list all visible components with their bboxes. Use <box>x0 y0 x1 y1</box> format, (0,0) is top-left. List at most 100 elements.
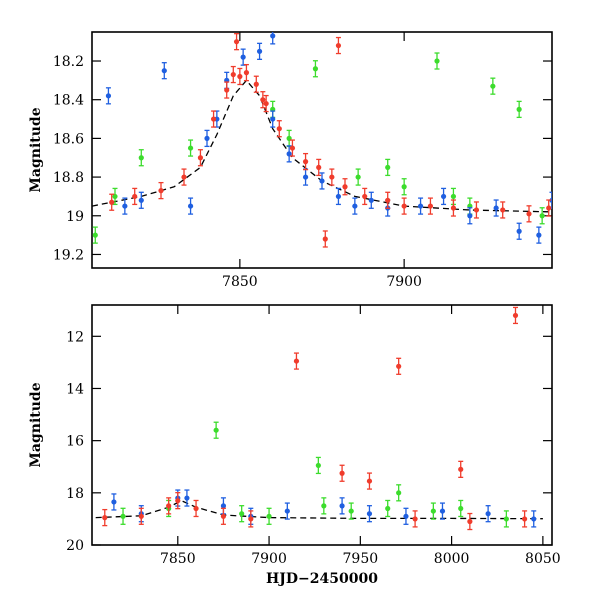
red-data-point <box>427 197 434 215</box>
green-data-point <box>239 505 245 523</box>
blue-data-point <box>319 172 325 190</box>
blue-data-point <box>366 505 373 523</box>
blue-data-point <box>286 145 292 163</box>
blue-data-point <box>270 32 276 45</box>
red-data-point <box>138 507 144 525</box>
red-data-point <box>522 510 528 528</box>
green-data-point <box>490 77 496 95</box>
red-data-point <box>335 36 342 55</box>
green-data-point <box>385 158 391 177</box>
blue-data-point <box>467 207 473 225</box>
red-data-point <box>253 75 259 93</box>
blue-data-point <box>161 62 167 80</box>
blue-data-point <box>240 48 246 66</box>
red-data-point <box>473 201 480 219</box>
blue-data-point <box>122 197 128 215</box>
red-data-point <box>293 352 300 370</box>
data-layer <box>92 32 552 248</box>
blue-data-point <box>284 502 290 520</box>
green-data-point <box>266 507 272 525</box>
red-data-point <box>450 199 457 217</box>
blue-data-point <box>187 197 194 215</box>
blue-data-point <box>335 187 342 206</box>
green-data-point <box>430 502 436 520</box>
blue-data-point <box>439 502 446 520</box>
red-data-point <box>263 94 269 113</box>
green-data-point <box>92 226 98 244</box>
y-tick-label: 14 <box>66 381 84 397</box>
x-tick-label: 7900 <box>251 551 287 567</box>
red-data-point <box>166 497 172 515</box>
red-data-point <box>385 191 391 209</box>
red-data-point <box>248 510 254 528</box>
x-axis-label: HJD−2450000 <box>266 571 378 587</box>
plot-frame <box>91 304 553 546</box>
red-data-point <box>109 193 115 211</box>
blue-data-point <box>111 493 117 511</box>
y-tick-label: 20 <box>66 538 84 554</box>
green-data-point <box>312 60 319 78</box>
y-tick-label: 18.8 <box>53 170 84 186</box>
blue-data-point <box>440 187 447 206</box>
blue-data-point <box>352 197 358 215</box>
blue-data-point <box>138 191 144 209</box>
green-data-point <box>396 484 402 502</box>
red-data-point <box>401 197 407 215</box>
x-tick-label: 7900 <box>386 274 422 290</box>
red-data-point <box>197 149 204 167</box>
x-tick-label: 7850 <box>222 274 258 290</box>
y-tick-label: 19.2 <box>53 247 84 263</box>
x-tick-label: 7950 <box>343 551 379 567</box>
red-data-point <box>102 508 108 527</box>
red-data-point <box>322 230 328 248</box>
green-data-point <box>434 52 440 70</box>
y-tick-label: 19 <box>66 209 84 225</box>
red-data-point <box>233 33 240 51</box>
red-data-point <box>237 67 243 86</box>
blue-data-point <box>302 168 309 186</box>
green-data-point <box>401 178 407 196</box>
red-data-point <box>412 510 418 528</box>
red-data-point <box>362 187 368 206</box>
red-data-point <box>342 178 348 196</box>
blue-data-point <box>105 87 112 105</box>
green-data-point <box>120 507 126 525</box>
red-data-point <box>289 139 296 157</box>
red-data-point <box>316 158 322 177</box>
green-data-point <box>213 421 219 439</box>
green-data-point <box>539 207 545 225</box>
y-tick-label: 12 <box>66 329 84 345</box>
green-data-point <box>286 129 292 148</box>
plot-frame <box>91 31 553 269</box>
red-data-point <box>276 120 282 138</box>
x-tick-label: 8050 <box>525 551 561 567</box>
red-data-point <box>220 507 227 525</box>
y-tick-label: 18 <box>66 486 84 502</box>
x-tick-label: 8000 <box>434 551 470 567</box>
blue-data-point <box>485 505 491 523</box>
red-data-point <box>243 63 250 82</box>
blue-data-point <box>516 222 522 240</box>
blue-data-point <box>270 110 276 128</box>
upper-panel: 7850 7900 18.2 18.4 18.6 18.8 19 19.2 Magnitude <box>28 31 553 290</box>
blue-data-point <box>536 226 542 244</box>
blue-data-point <box>368 191 374 209</box>
green-data-point <box>516 100 522 119</box>
green-data-point <box>315 456 321 475</box>
green-data-point <box>348 502 354 520</box>
green-data-point <box>187 139 194 157</box>
red-data-point <box>210 110 217 128</box>
x-tick-label: 7850 <box>160 551 196 567</box>
red-data-point <box>396 357 402 375</box>
green-data-point <box>355 168 361 186</box>
y-tick-label: 16 <box>66 434 84 450</box>
blue-data-point <box>204 129 210 148</box>
red-data-point <box>260 91 266 109</box>
red-data-point <box>500 201 506 219</box>
y-tick-label: 18.6 <box>53 131 84 147</box>
blue-data-point <box>417 197 424 215</box>
y-tick-label: 18.4 <box>53 93 84 109</box>
green-data-point <box>138 149 144 167</box>
red-data-point <box>467 512 473 531</box>
green-data-point <box>503 510 509 528</box>
